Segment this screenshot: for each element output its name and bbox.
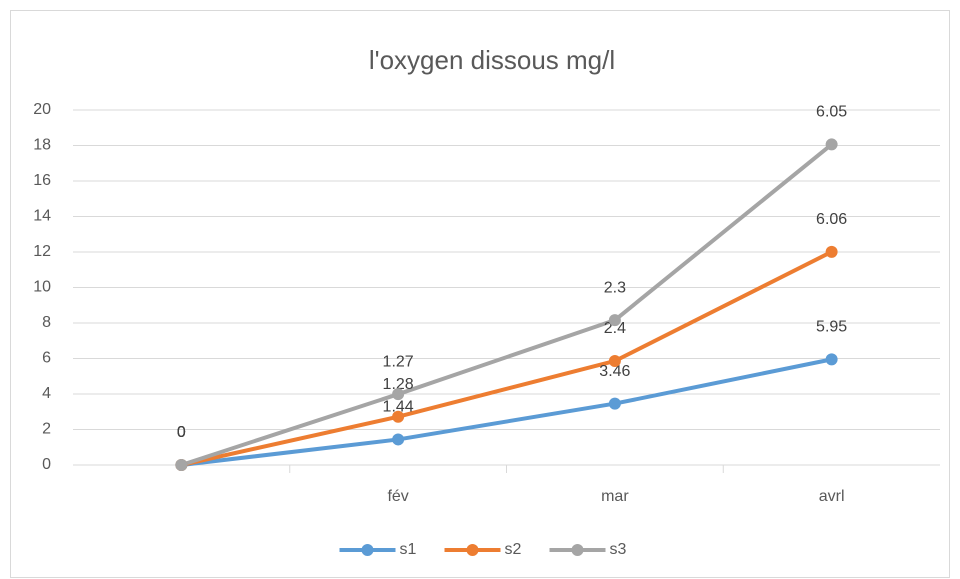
legend-label: s1 bbox=[400, 541, 417, 558]
data-label: 1.28 bbox=[383, 376, 414, 393]
x-tick-label: mar bbox=[601, 488, 629, 505]
data-label: 1.44 bbox=[383, 399, 414, 416]
y-tick-label: 14 bbox=[33, 208, 51, 225]
y-tick-label: 8 bbox=[42, 314, 51, 331]
x-tick-label: fév bbox=[387, 488, 408, 505]
data-label: 0 bbox=[177, 424, 186, 441]
data-label: 2.4 bbox=[604, 320, 626, 337]
data-point bbox=[608, 314, 621, 327]
data-point bbox=[825, 245, 838, 258]
chart-border bbox=[10, 10, 950, 578]
data-label: 0 bbox=[177, 424, 186, 441]
data-label: 6.06 bbox=[816, 211, 847, 228]
legend-marker bbox=[466, 544, 479, 556]
y-tick-label: 2 bbox=[42, 421, 51, 438]
data-point bbox=[825, 353, 838, 366]
y-tick-label: 16 bbox=[33, 172, 51, 189]
data-point bbox=[608, 397, 621, 410]
series-line bbox=[180, 142, 833, 467]
y-tick-label: 10 bbox=[33, 279, 51, 296]
x-tick-label: avrl bbox=[819, 488, 845, 505]
data-label: 6.05 bbox=[816, 104, 847, 121]
y-tick-label: 6 bbox=[42, 350, 51, 367]
legend-marker bbox=[361, 544, 374, 556]
data-point bbox=[392, 433, 405, 446]
series-line bbox=[181, 357, 833, 467]
legend-marker bbox=[571, 544, 584, 556]
data-point bbox=[608, 354, 621, 367]
chart-title: l'oxygen dissous mg/l bbox=[369, 45, 615, 75]
data-label: 1.27 bbox=[383, 353, 414, 370]
data-label: 2.3 bbox=[604, 279, 626, 296]
series-line bbox=[180, 250, 833, 467]
data-label: 3.46 bbox=[599, 363, 630, 380]
data-point bbox=[392, 410, 405, 423]
data-point bbox=[825, 138, 838, 151]
data-label: 5.95 bbox=[816, 319, 847, 336]
data-point bbox=[175, 459, 188, 471]
legend-label: s2 bbox=[505, 541, 522, 558]
y-tick-label: 0 bbox=[42, 456, 51, 473]
y-tick-label: 12 bbox=[33, 243, 51, 260]
data-label: 0 bbox=[177, 424, 186, 441]
legend-label: s3 bbox=[610, 541, 627, 558]
data-point bbox=[392, 388, 405, 401]
y-tick-label: 18 bbox=[33, 137, 51, 154]
y-tick-label: 20 bbox=[33, 101, 51, 118]
y-tick-label: 4 bbox=[42, 385, 51, 402]
